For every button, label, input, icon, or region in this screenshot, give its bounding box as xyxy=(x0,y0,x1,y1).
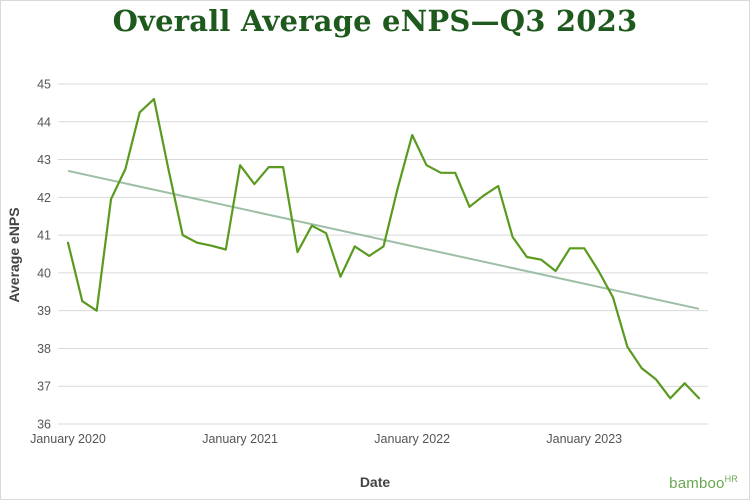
y-axis-ticks: 36 37 38 39 40 41 42 43 44 45 xyxy=(37,78,51,432)
chart-title: Overall Average eNPS—Q3 2023 xyxy=(112,4,638,38)
x-tick-label: January 2020 xyxy=(30,432,106,446)
logo-suffix: HR xyxy=(724,474,738,484)
grid-lines xyxy=(58,83,708,425)
x-axis-ticks: January 2020 January 2021 January 2022 Janu… xyxy=(30,432,622,446)
y-tick-label: 42 xyxy=(37,191,51,205)
series-layer xyxy=(66,97,701,400)
y-tick-label: 40 xyxy=(37,266,51,280)
bamboohr-logo: bambooHR xyxy=(669,474,738,492)
y-tick-label: 38 xyxy=(37,342,51,356)
y-tick-label: 44 xyxy=(37,115,51,129)
y-tick-label: 41 xyxy=(37,229,51,243)
y-axis-title: Average eNPS xyxy=(6,207,22,302)
x-axis-title: Date xyxy=(360,474,391,490)
y-tick-label: 43 xyxy=(37,153,51,167)
y-tick-label: 36 xyxy=(37,418,51,432)
x-tick-label: January 2022 xyxy=(374,432,450,446)
y-tick-label: 39 xyxy=(37,304,51,318)
x-tick-label: January 2021 xyxy=(202,432,278,446)
trend-line xyxy=(67,169,700,310)
y-tick-label: 45 xyxy=(37,78,51,92)
enps-series-line xyxy=(66,97,701,400)
x-tick-label: January 2023 xyxy=(546,432,622,446)
y-tick-label: 37 xyxy=(37,380,51,394)
logo-text: bamboo xyxy=(669,475,725,492)
